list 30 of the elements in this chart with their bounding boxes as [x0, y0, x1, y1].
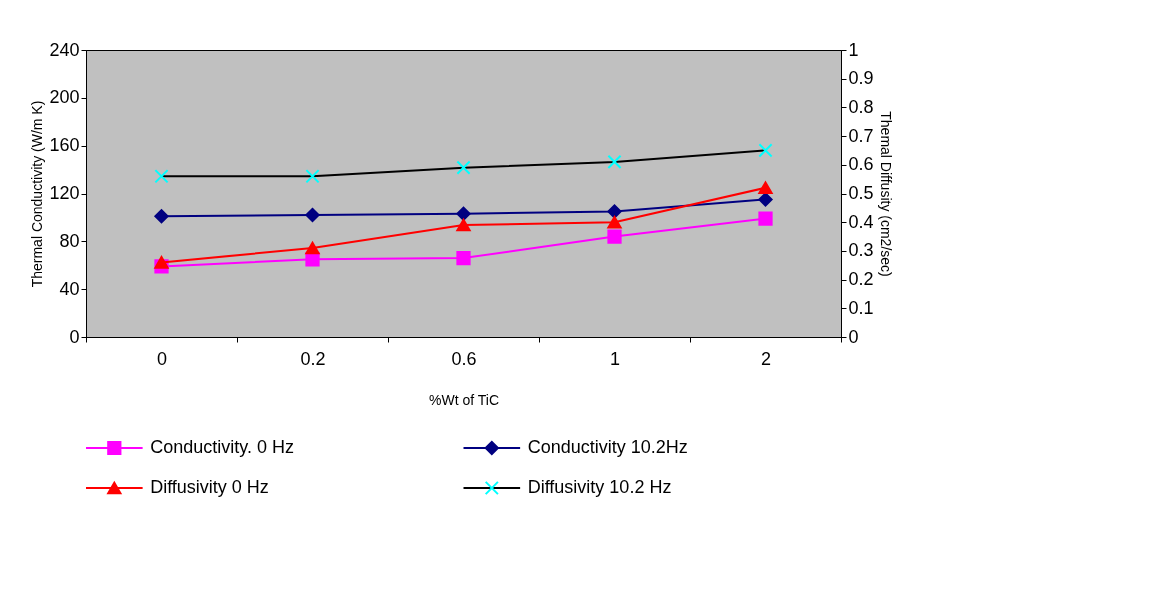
legend-label: Conductivity 10.2Hz [527, 437, 688, 457]
y2-tick-label: 0.1 [848, 297, 874, 318]
y2-tick-label: 0.6 [848, 154, 874, 175]
y2-tick-label: 0.8 [848, 96, 874, 117]
y-tick-label: 120 [49, 183, 80, 203]
x-tick-label: 0.6 [451, 348, 477, 369]
y2-tick-label: 1 [848, 39, 859, 60]
y-tick-label: 200 [49, 87, 80, 108]
y-tick-label: 0 [69, 326, 80, 347]
y-tick-label: 40 [59, 278, 80, 299]
x-tick-label: 0 [156, 348, 168, 369]
x-tick-label: 0.2 [300, 348, 326, 369]
y2-tick-label: 0.7 [848, 125, 874, 146]
y2-axis-title: Themal Diffusity (cm2/sec) [877, 111, 894, 277]
y-tick-label: 80 [59, 230, 80, 251]
y2-tick-label: 0.5 [848, 183, 874, 203]
y2-tick-label: 0.3 [848, 240, 874, 261]
y2-tick-label: 0 [848, 326, 859, 347]
y2-tick-label: 0.2 [848, 269, 874, 290]
y-axis-title: Thermal Conductivity (W/m K) [29, 100, 46, 288]
y-tick-label: 160 [49, 135, 80, 156]
x-tick-label: 1 [609, 348, 621, 369]
legend-label: Diffusivity 10.2 Hz [527, 477, 672, 497]
x-axis-title: %Wt of TiC [428, 391, 500, 408]
legend-label: Conductivity. 0 Hz [150, 437, 294, 457]
x-tick-label: 2 [760, 348, 772, 369]
y2-tick-label: 0.4 [848, 211, 874, 232]
y2-tick-label: 0.9 [848, 68, 874, 89]
y-tick-label: 240 [49, 39, 80, 60]
legend-label: Diffusivity 0 Hz [150, 477, 269, 497]
